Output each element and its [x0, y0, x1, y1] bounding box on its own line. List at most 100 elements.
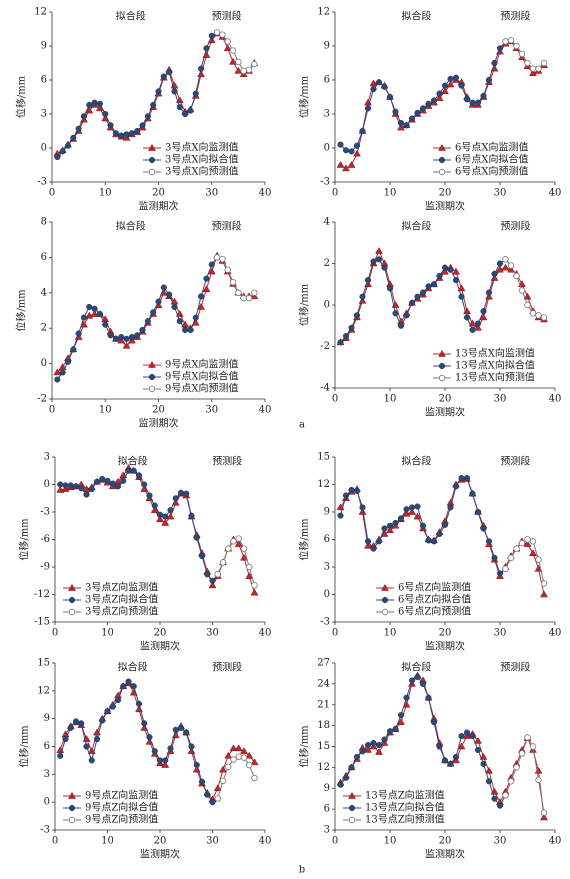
data-point	[59, 369, 66, 376]
data-point	[167, 507, 174, 514]
legend-marker	[381, 584, 389, 591]
data-point	[458, 733, 465, 740]
data-point	[463, 96, 471, 103]
data-point	[507, 554, 515, 562]
data-point	[474, 736, 482, 744]
x-tick-label: 0	[332, 188, 338, 199]
data-point	[397, 712, 405, 719]
annotation: 拟合段	[118, 661, 148, 674]
data-point	[240, 294, 247, 302]
data-point	[375, 538, 383, 545]
data-point	[192, 314, 199, 321]
data-point	[150, 309, 157, 316]
data-point	[104, 708, 111, 715]
data-point	[358, 508, 367, 515]
data-point	[118, 132, 125, 139]
data-point	[141, 481, 148, 488]
y-tick-label: 4	[324, 217, 330, 228]
data-point	[458, 475, 465, 482]
data-point	[171, 303, 178, 311]
data-point	[469, 99, 476, 106]
data-point	[250, 758, 259, 766]
data-point	[370, 258, 377, 265]
y-tick-label: 2	[324, 258, 330, 269]
data-point	[62, 736, 69, 743]
data-point	[359, 127, 366, 135]
data-point	[513, 545, 520, 552]
y-tick-label: 24	[317, 678, 330, 689]
data-point	[381, 264, 388, 271]
data-point	[118, 334, 125, 341]
data-point	[348, 324, 355, 331]
x-tick-label: 30	[494, 394, 507, 405]
data-point	[425, 100, 432, 107]
legend-label: 3号点Z向监测值	[85, 581, 158, 594]
y-tick-label: -6	[40, 534, 50, 545]
data-point	[70, 346, 77, 353]
data-point	[99, 475, 106, 483]
data-point	[198, 552, 206, 560]
data-point	[160, 284, 167, 291]
x-tick-label: 40	[259, 405, 272, 416]
data-point	[144, 318, 151, 325]
data-point	[83, 743, 90, 750]
data-point	[175, 310, 184, 317]
series-line	[60, 467, 255, 593]
x-axis-label: 监测期次	[139, 200, 179, 213]
legend-label: 3号点Z向预测值	[85, 605, 158, 618]
x-tick-label: 10	[99, 405, 112, 416]
data-point	[224, 751, 233, 759]
y-tick-label: -3	[320, 617, 330, 628]
data-point	[540, 314, 548, 321]
data-point	[135, 472, 143, 479]
legend-marker	[148, 156, 156, 164]
data-point	[235, 58, 242, 66]
legend-label: 13号点X向拟合值	[455, 359, 535, 372]
data-point	[364, 742, 372, 749]
data-point	[213, 29, 221, 36]
data-point	[386, 285, 394, 292]
legend-label: 3号点X向监测值	[165, 141, 238, 154]
data-point	[369, 79, 378, 87]
data-point	[479, 752, 488, 760]
data-point	[518, 287, 526, 294]
x-tick-label: 20	[152, 188, 165, 199]
data-point	[370, 545, 377, 552]
panel-label: b	[299, 865, 305, 876]
data-point	[419, 522, 427, 529]
data-point	[518, 539, 526, 547]
data-point	[392, 519, 399, 527]
data-point	[219, 765, 227, 773]
data-point	[120, 683, 127, 690]
data-point	[109, 480, 116, 487]
data-point	[208, 32, 215, 39]
data-point	[88, 757, 95, 764]
data-point	[518, 750, 526, 757]
y-tick-label: 6	[41, 252, 47, 263]
data-point	[214, 571, 221, 578]
data-point	[491, 270, 498, 277]
data-point	[150, 101, 157, 108]
y-axis-label: 位移/mm	[15, 289, 28, 332]
data-point	[540, 813, 548, 821]
legend-label: 13号点Z向预测值	[365, 813, 445, 826]
data-point	[120, 477, 127, 484]
legend-marker	[381, 596, 389, 604]
y-tick-label: 9	[324, 507, 330, 518]
legend-label: 13号点X向监测值	[455, 347, 535, 360]
x-tick-label: 30	[205, 405, 218, 416]
data-point	[414, 109, 421, 116]
data-point	[203, 45, 210, 52]
x-tick-label: 20	[439, 836, 452, 847]
legend-label: 13号点Z向监测值	[365, 789, 445, 802]
y-tick-label: 6	[44, 741, 50, 752]
data-point	[156, 757, 164, 764]
x-tick-label: 30	[494, 628, 507, 639]
data-point	[67, 724, 74, 731]
legend-marker	[68, 816, 76, 824]
y-tick-label: 8	[41, 217, 47, 228]
data-point	[496, 265, 504, 273]
y-tick-label: 6	[41, 75, 47, 86]
data-point	[535, 312, 542, 319]
data-point	[446, 80, 455, 88]
